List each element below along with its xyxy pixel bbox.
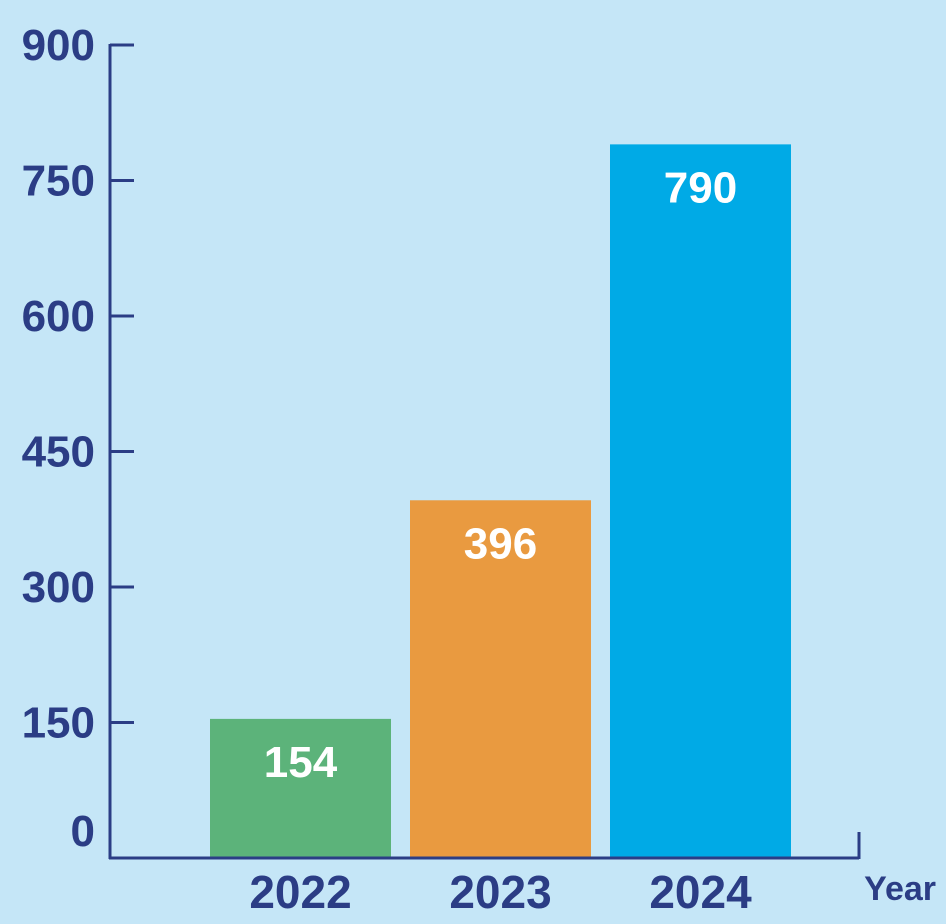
y-tick-label-600: 600 (22, 292, 95, 341)
value-label-2022: 154 (264, 738, 338, 787)
x-tick-label-2022: 2022 (249, 866, 351, 918)
y-tick-label-150: 150 (22, 699, 95, 748)
y-tick-label-300: 300 (22, 563, 95, 612)
bar-2022 (210, 718, 391, 858)
bar-2024 (610, 144, 791, 858)
x-axis: 2022 2023 2024 (109, 832, 861, 918)
value-label-2023: 396 (464, 519, 537, 568)
y-tick-label-750: 750 (22, 157, 95, 206)
y-tick-label-900: 900 (22, 21, 95, 70)
value-label-2024: 790 (664, 163, 737, 212)
x-tick-label-2024: 2024 (649, 866, 752, 918)
bar-2023 (410, 500, 591, 858)
bars: 154 396 790 (210, 144, 791, 858)
y-tick-label-450: 450 (22, 428, 95, 477)
x-tick-label-2023: 2023 (449, 866, 551, 918)
y-axis: 0 150 300 450 600 750 900 (22, 21, 134, 859)
y-tick-label-0: 0 (71, 807, 95, 856)
x-axis-title: Year (864, 870, 936, 908)
